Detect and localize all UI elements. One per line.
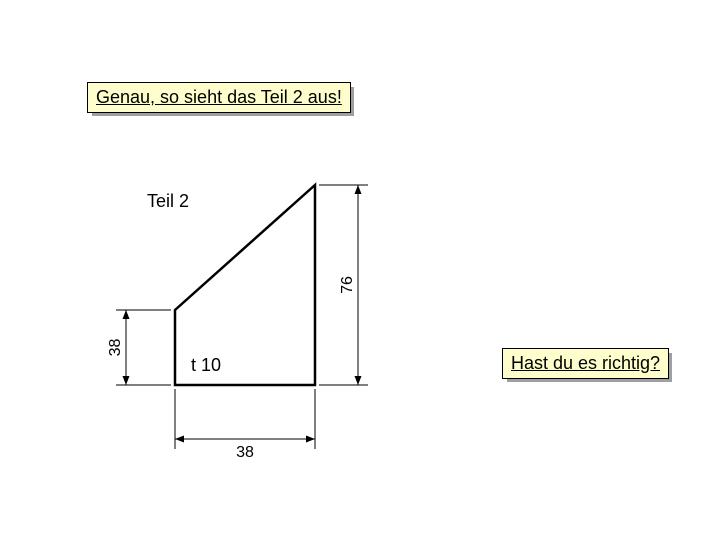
dim-bottom-text: 38 xyxy=(236,444,254,461)
callout-right-text: Hast du es richtig? xyxy=(511,353,660,373)
callout-top-text: Genau, so sieht das Teil 2 aus! xyxy=(96,87,342,107)
drawing-svg: 38 76 38 Teil 2 t 10 xyxy=(80,175,380,485)
dim-left-text: 38 xyxy=(107,339,124,357)
thickness-label: t 10 xyxy=(191,355,221,375)
dim-right-text: 76 xyxy=(339,276,356,294)
part-label: Teil 2 xyxy=(147,191,189,211)
technical-drawing: 38 76 38 Teil 2 t 10 xyxy=(80,175,380,485)
callout-right: Hast du es richtig? xyxy=(502,348,669,379)
callout-top: Genau, so sieht das Teil 2 aus! xyxy=(87,82,351,113)
